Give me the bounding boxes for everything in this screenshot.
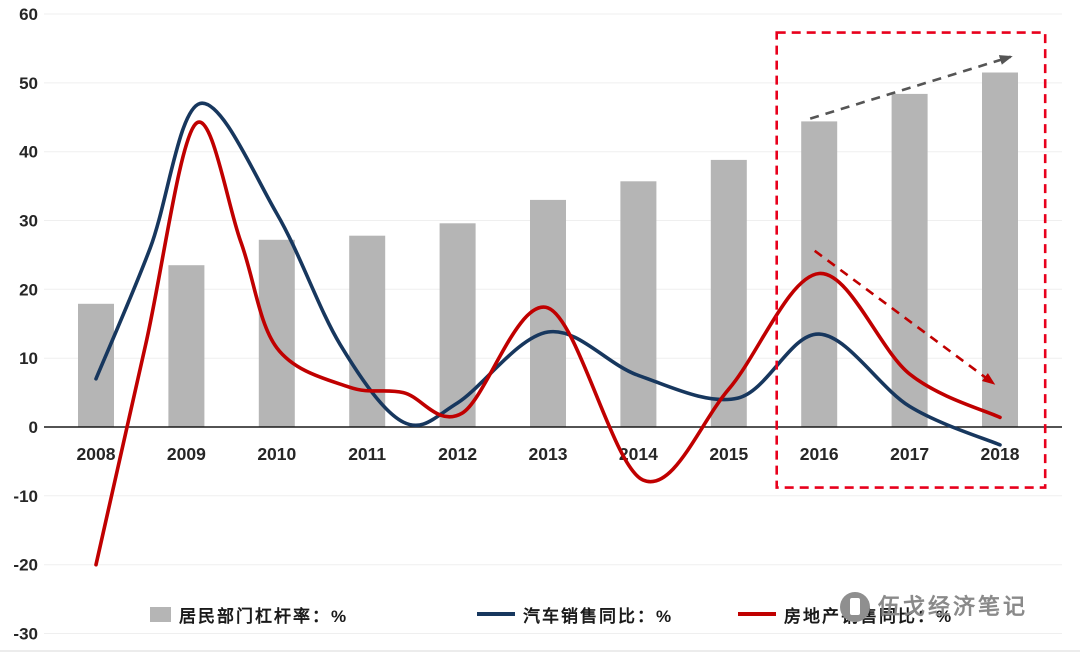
legend-bar-swatch [150,606,171,622]
x-axis-label: 2013 [529,444,568,464]
y-axis-label: 20 [19,280,38,299]
watermark-text: 伍戈经济笔记 [878,594,1029,619]
legend-label-auto-sales: 汽车销售同比：% [523,606,674,626]
x-axis-label: 2016 [800,444,839,464]
x-axis-label: 2011 [348,444,386,464]
legend-label-leverage: 居民部门杠杆率：% [179,606,349,626]
watermark: 伍戈经济笔记 [840,592,1028,622]
y-axis-label: 30 [19,212,38,231]
trend-arrow-down [813,249,996,385]
legend-item-auto-sales: 汽车销售同比：% [477,600,673,628]
y-axis-label: -20 [13,556,38,575]
legend-line-swatch-auto [477,612,515,616]
trend-arrow-up [809,55,1013,120]
y-axis-label: 40 [19,143,38,162]
x-axis-label: 2015 [709,444,748,464]
bar-2017 [891,93,928,428]
x-axis-label: 2009 [167,444,206,464]
legend-item-leverage: 居民部门杠杆率：% [150,600,348,628]
bar-2015 [710,159,747,427]
y-axis-label: -30 [13,625,38,644]
bar-2011 [349,235,386,427]
x-axis-label: 2017 [890,444,929,464]
bar-2010 [258,239,295,427]
highlight-box [775,31,1047,489]
line-auto-sales [94,101,1002,447]
legend-item-realestate-sales: 房地产销售同比：% [738,600,953,628]
x-axis-label: 2014 [619,444,658,464]
watermark-logo-icon [840,592,870,622]
chart-legend: 居民部门杠杆率：% 汽车销售同比：% 房地产销售同比：% [0,600,1080,628]
bar-2013 [530,199,566,427]
y-axis-label: 10 [19,349,38,368]
bar-2009 [168,265,205,427]
bar-2018 [982,72,1018,427]
y-axis-label: 0 [29,418,38,437]
legend-label-realestate-sales: 房地产销售同比：% [784,606,954,626]
x-axis-label: 2018 [981,444,1020,464]
line-realestate-sales [94,120,1002,567]
x-axis-label: 2012 [438,444,477,464]
y-axis-label: 60 [19,5,38,24]
bar-2012 [439,223,476,427]
legend-line-swatch-realestate [738,612,776,616]
x-axis-label: 2010 [257,444,296,464]
y-axis-label: 50 [19,74,38,93]
bar-2008 [78,303,114,427]
bar-2014 [620,181,657,427]
x-axis-label: 2008 [77,444,116,464]
y-axis-label: -10 [13,487,38,506]
